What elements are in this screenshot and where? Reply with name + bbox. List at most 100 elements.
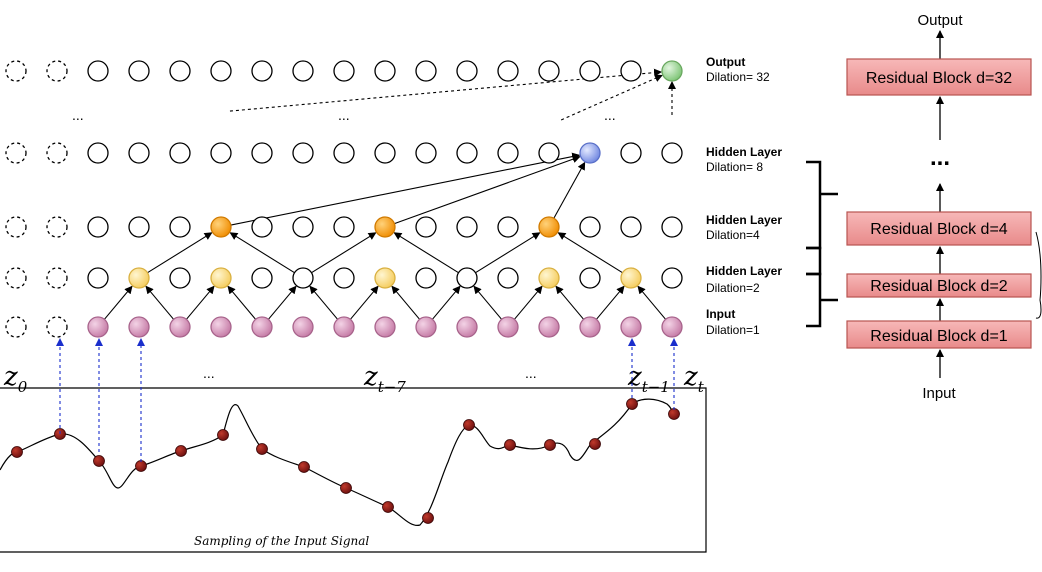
hidden8-node-15	[620, 142, 642, 164]
residual-stack: Output Residual Block d=32 ... Residual …	[846, 12, 1042, 402]
residual-block-d2	[846, 273, 1032, 298]
output-node-1	[46, 60, 68, 82]
signal-point-2	[93, 455, 105, 467]
input-node-7	[292, 316, 314, 338]
bracket-d2	[806, 246, 822, 276]
hidden8-node-8	[333, 142, 355, 164]
connection-edge	[431, 285, 461, 320]
hidden4-node-1	[46, 216, 68, 238]
residual-block-d4-label: Residual Block d=4	[870, 221, 1008, 238]
hidden8-node-2	[87, 142, 109, 164]
hidden8-node-9	[374, 142, 396, 164]
input-node-8	[333, 316, 355, 338]
hidden4-node-5	[210, 216, 232, 238]
hidden8-node-12	[497, 142, 519, 164]
layer-labels: Output Dilation= 32 Hidden Layer Dilatio…	[706, 55, 782, 337]
signal-point-4	[175, 445, 187, 457]
residual-block-d1-label: Residual Block d=1	[870, 328, 1008, 345]
output-node-16	[661, 60, 683, 82]
hidden2-node-12	[497, 267, 519, 289]
signal-curve	[0, 398, 675, 526]
connection-edge	[103, 285, 133, 320]
stack-input-label: Input	[922, 385, 956, 402]
hidden2-node-15	[620, 267, 642, 289]
signal-point-5	[217, 429, 229, 441]
input-node-15	[620, 316, 642, 338]
output-node-5	[210, 60, 232, 82]
connection-edge	[229, 232, 295, 274]
connection-edge	[391, 285, 421, 320]
hidden8-node-16	[661, 142, 683, 164]
hidden8-node-7	[292, 142, 314, 164]
hidden4-node-7	[292, 216, 314, 238]
hidden4-node-10	[415, 216, 437, 238]
connection-edge	[267, 285, 297, 320]
hidden4-node-4	[169, 216, 191, 238]
hidden-layer-8-dilation: Dilation= 8	[706, 160, 763, 174]
stack-output-label: Output	[917, 12, 963, 29]
signal-point-15	[626, 398, 638, 410]
signal-point-13	[544, 439, 556, 451]
input-node-9	[374, 316, 396, 338]
time-labels: z0 ... zt−7 ... zt−1 zt	[3, 362, 705, 396]
hidden8-node-1	[46, 142, 68, 164]
zt-label: zt	[683, 362, 705, 396]
hidden2-node-11	[456, 267, 478, 289]
connection-edge	[393, 232, 459, 274]
input-node-6	[251, 316, 273, 338]
residual-block-d1	[846, 320, 1032, 349]
connection-edge	[394, 155, 581, 225]
input-node-16	[661, 316, 683, 338]
input-node-2	[87, 316, 109, 338]
hidden4-node-16	[661, 216, 683, 238]
connection-edge	[637, 285, 667, 320]
hidden-layer-2-dilation: Dilation=2	[706, 281, 760, 295]
hidden8-node-4	[169, 142, 191, 164]
sampling-arrows	[56, 338, 678, 462]
hidden2-node-16	[661, 267, 683, 289]
hidden8-node-11	[456, 142, 478, 164]
signal-point-10	[422, 512, 434, 524]
hidden2-node-6	[251, 267, 273, 289]
signal-point-14	[589, 438, 601, 450]
output-node-15	[620, 60, 642, 82]
output-node-12	[497, 60, 519, 82]
signal-point-8	[340, 482, 352, 494]
hidden4-node-13	[538, 216, 560, 238]
hidden2-node-5	[210, 267, 232, 289]
zt7-label: zt−7	[363, 362, 406, 396]
time-ellipsis-left: ...	[203, 365, 215, 381]
hidden4-node-14	[579, 216, 601, 238]
input-layer-title: Input	[706, 307, 735, 321]
connection-edge	[227, 285, 257, 320]
connection-edge	[557, 232, 623, 274]
hidden8-node-0	[5, 142, 27, 164]
input-node-0	[5, 316, 27, 338]
signal-point-16	[668, 408, 680, 420]
hidden2-node-14	[579, 267, 601, 289]
output-node-9	[374, 60, 396, 82]
time-ellipsis-right: ...	[525, 365, 537, 381]
connection-edge	[513, 285, 543, 320]
network-nodes	[5, 60, 683, 338]
output-node-14	[579, 60, 601, 82]
hidden-layer-4-dilation: Dilation=4	[706, 228, 760, 242]
hidden2-node-1	[46, 267, 68, 289]
input-layer-dilation: Dilation=1	[706, 323, 760, 337]
hidden2-node-9	[374, 267, 396, 289]
connection-edge	[553, 161, 586, 219]
connection-edge	[185, 285, 215, 320]
input-signal-panel: Sampling of the Input Signal	[0, 387, 707, 553]
residual-block-d32	[846, 58, 1032, 96]
output-node-8	[333, 60, 355, 82]
hidden4-node-9	[374, 216, 396, 238]
connection-edge	[145, 285, 175, 320]
hidden4-node-12	[497, 216, 519, 238]
signal-point-12	[504, 439, 516, 451]
input-node-4	[169, 316, 191, 338]
hidden2-node-8	[333, 267, 355, 289]
input-node-12	[497, 316, 519, 338]
connection-edge	[560, 74, 663, 121]
input-node-5	[210, 316, 232, 338]
